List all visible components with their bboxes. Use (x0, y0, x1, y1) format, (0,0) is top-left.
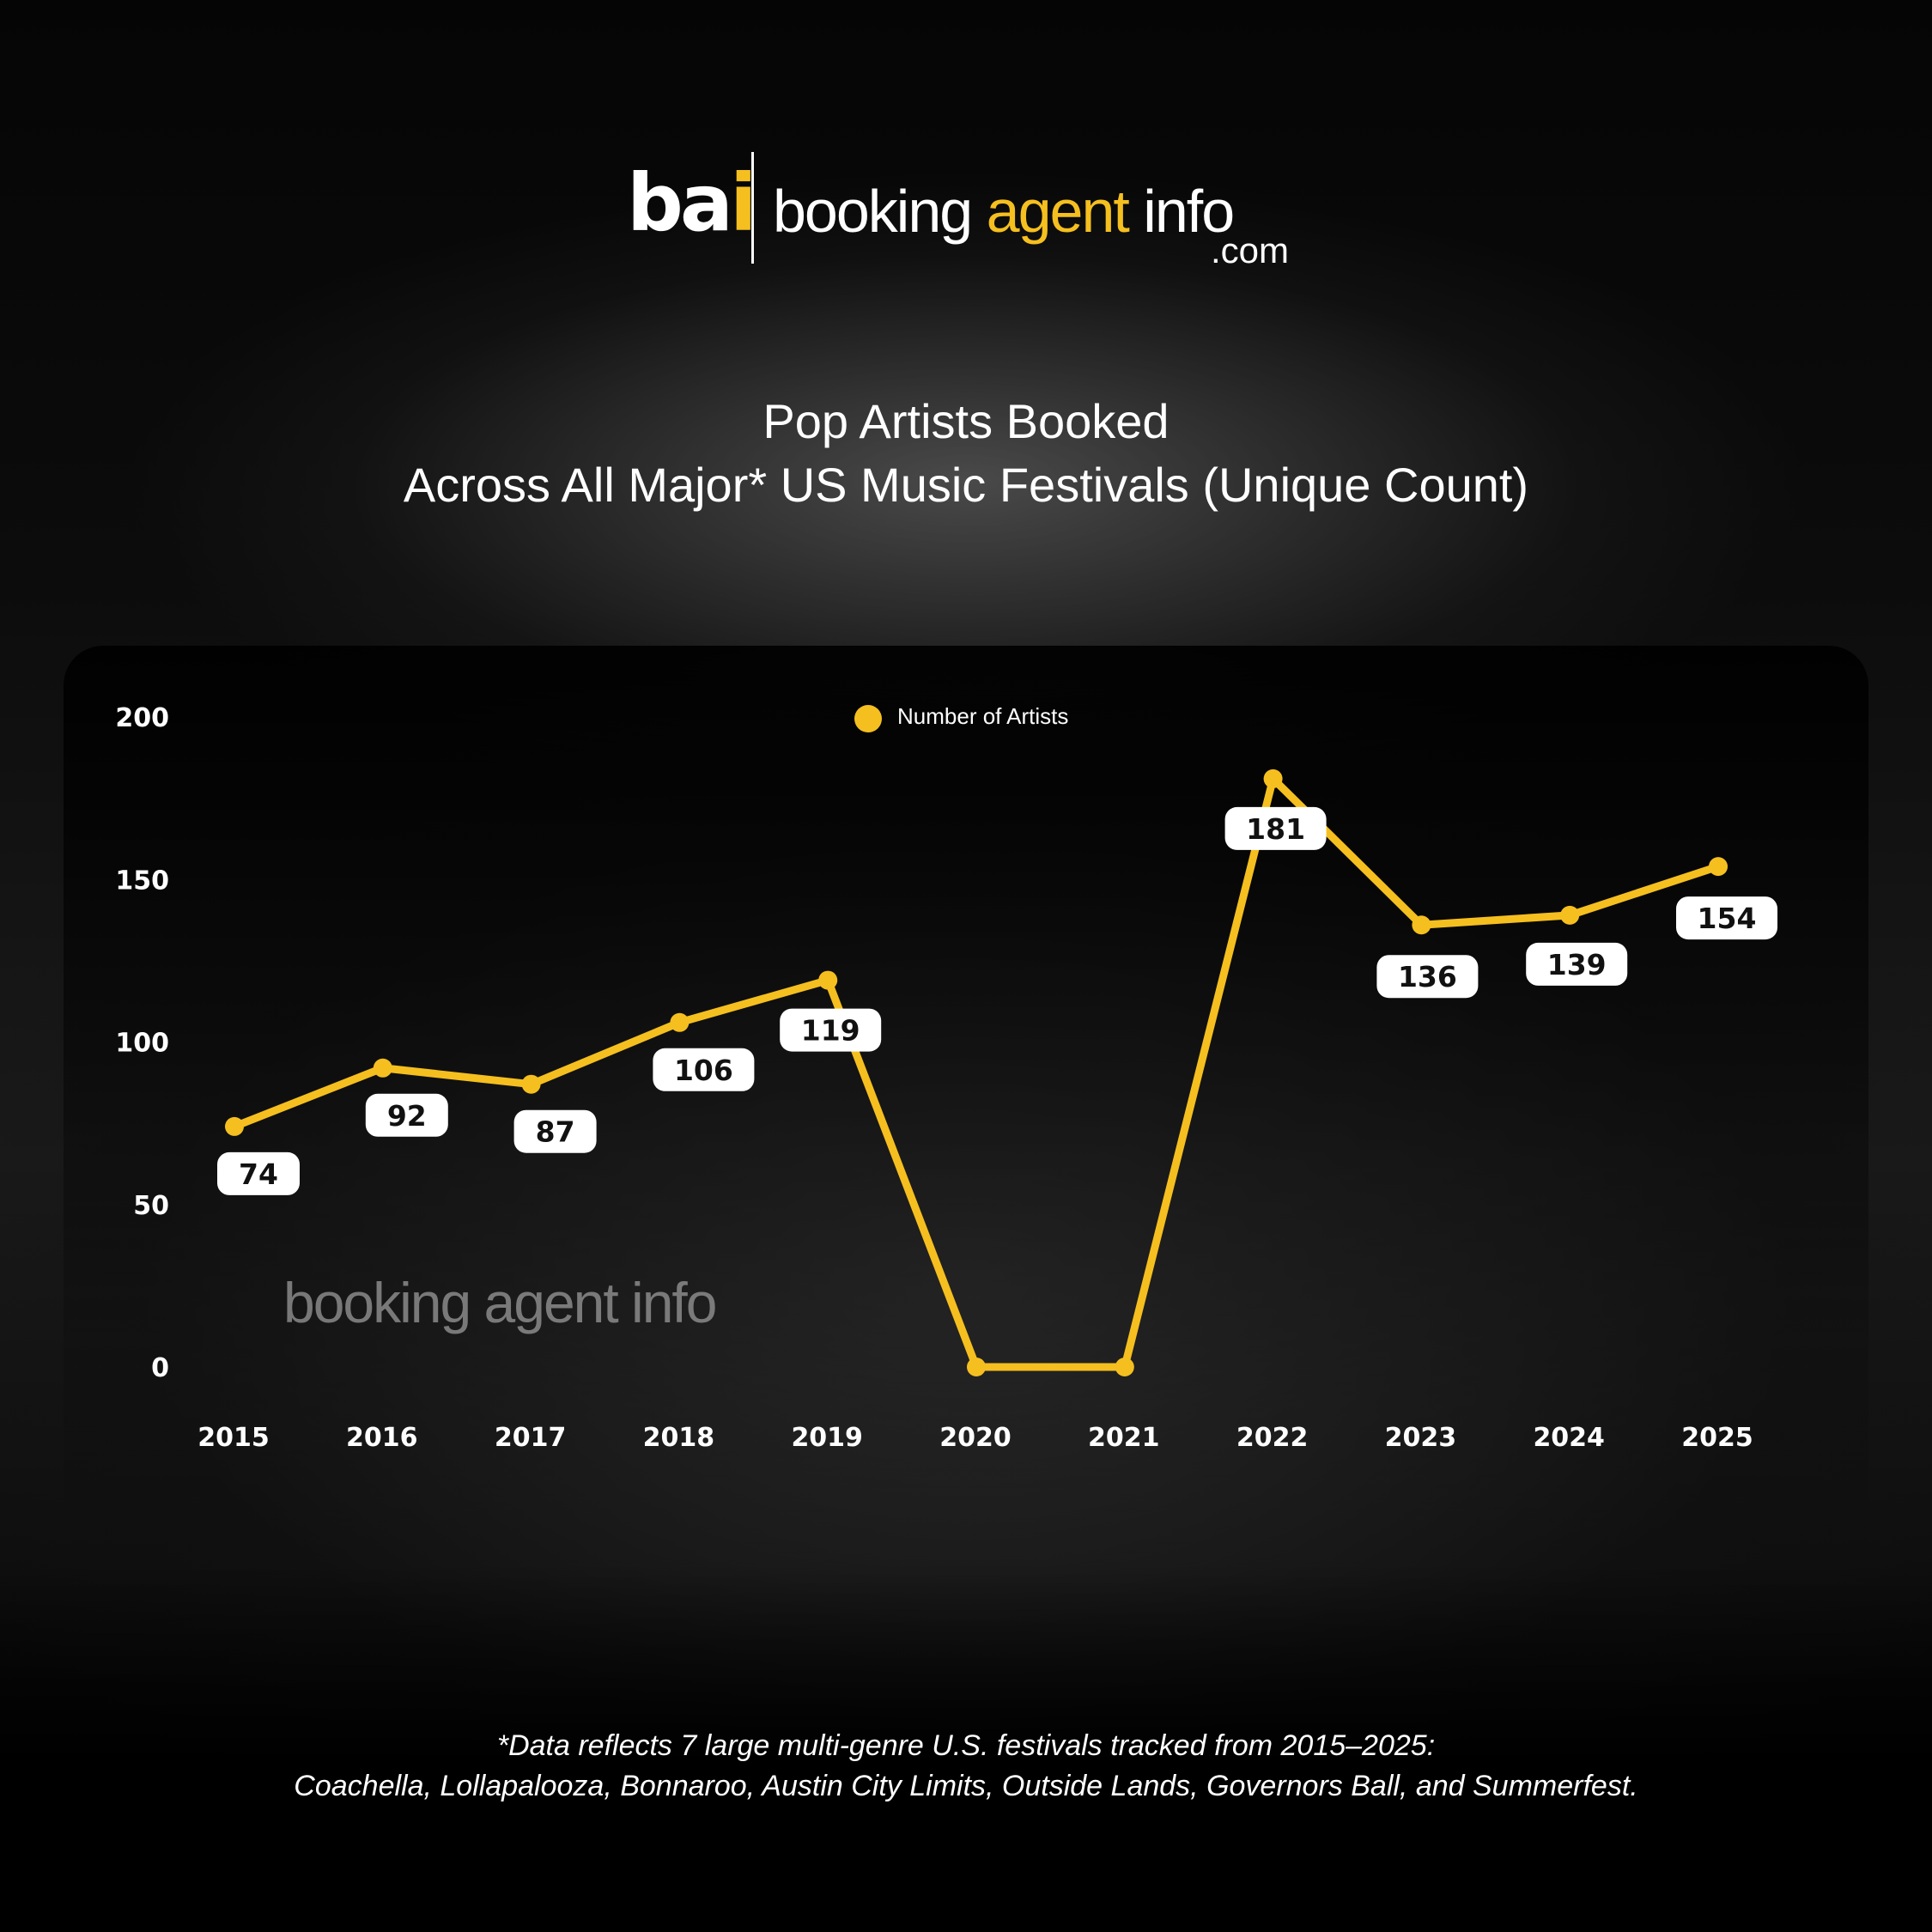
chart-title: Pop Artists Booked (762, 394, 1170, 448)
x-tick-label: 2023 (1385, 1423, 1457, 1453)
data-point (1560, 905, 1580, 925)
logo-word-info: info (1127, 178, 1235, 245)
data-point (1412, 915, 1431, 935)
data-point (670, 1012, 690, 1032)
data-label-box (780, 1008, 882, 1052)
data-label-text: 136 (1398, 960, 1457, 993)
data-label: 136 (1376, 955, 1479, 999)
data-label-text: 106 (674, 1054, 733, 1087)
x-tick-label: 2016 (346, 1423, 418, 1453)
data-label-box (1376, 955, 1479, 999)
footnote-line-1: *Data reflects 7 large multi-genre U.S. … (496, 1729, 1436, 1762)
logo-word-agent: agent (986, 178, 1130, 245)
y-tick-label: 200 (115, 703, 169, 733)
data-label-box (1526, 942, 1628, 986)
data-label-box (365, 1093, 448, 1137)
y-tick-label: 50 (133, 1191, 169, 1221)
brand-logo: bai booking agent info .com (627, 150, 1331, 270)
y-axis-ticks: 0 50 100 150 200 (115, 703, 169, 1383)
data-label-text: 74 (239, 1157, 278, 1191)
logo-domain: .com (1211, 230, 1290, 270)
x-axis-ticks: 2015 2016 2017 2018 2019 2020 2021 2022 2023 2024… (197, 1423, 1753, 1453)
y-tick-label: 0 (151, 1353, 169, 1383)
data-label: 154 (1676, 896, 1777, 940)
background-fade (0, 1563, 1932, 1932)
data-label-text: 181 (1246, 812, 1305, 846)
x-tick-label: 2022 (1236, 1423, 1309, 1453)
data-label-box (513, 1109, 597, 1153)
data-point (373, 1058, 392, 1078)
data-point (521, 1074, 541, 1094)
data-label: 74 (217, 1151, 300, 1195)
x-tick-label: 2020 (939, 1423, 1012, 1453)
data-label: 119 (780, 1008, 882, 1052)
data-label-box (217, 1151, 300, 1195)
watermark-text: booking agent info (283, 1271, 715, 1334)
y-tick-label: 150 (115, 866, 169, 896)
data-point (1115, 1358, 1134, 1376)
data-label-text: 87 (536, 1115, 575, 1149)
x-tick-label: 2019 (791, 1423, 863, 1453)
chart-card (64, 646, 1868, 1582)
logo-wordmark: booking agent info (773, 181, 1235, 241)
data-point (1263, 769, 1283, 788)
x-tick-label: 2015 (197, 1423, 270, 1453)
x-tick-label: 2018 (643, 1423, 715, 1453)
chart-subtitle: Across All Major* US Music Festivals (Un… (403, 458, 1529, 512)
data-label: 139 (1526, 942, 1628, 986)
x-tick-label: 2021 (1088, 1423, 1160, 1453)
data-label: 87 (513, 1109, 597, 1153)
legend-marker-number-of-artists (854, 705, 882, 732)
legend-label-number-of-artists: Number of Artists (897, 703, 1068, 729)
data-point (1709, 857, 1728, 877)
y-tick-label: 100 (115, 1029, 169, 1059)
x-tick-label: 2024 (1533, 1423, 1605, 1453)
data-label-box (1224, 806, 1327, 850)
x-tick-label: 2025 (1681, 1423, 1753, 1453)
data-label: 92 (365, 1093, 448, 1137)
data-label-text: 154 (1698, 902, 1757, 935)
logo-word-booking: booking (773, 178, 987, 245)
data-label-box (653, 1048, 755, 1091)
footnote-line-2: Coachella, Lollapalooza, Bonnaroo, Austi… (294, 1770, 1638, 1802)
data-point (225, 1116, 244, 1136)
data-labels: 74 92 87 106 119 181 136 139 154 (217, 806, 1777, 1195)
chart-legend: Number of Artists (854, 703, 1068, 732)
data-label: 181 (1224, 806, 1327, 850)
data-label-text: 139 (1547, 948, 1607, 981)
series-number-of-artists (225, 769, 1728, 1376)
data-point (967, 1358, 986, 1376)
data-label-box (1676, 896, 1777, 940)
data-point (818, 970, 838, 990)
logo-mark-main: ba (627, 157, 733, 249)
logo-divider (751, 152, 754, 264)
x-tick-label: 2017 (495, 1423, 567, 1453)
data-label-text: 119 (801, 1014, 860, 1048)
data-label-text: 92 (387, 1099, 427, 1133)
data-label: 106 (653, 1048, 755, 1091)
